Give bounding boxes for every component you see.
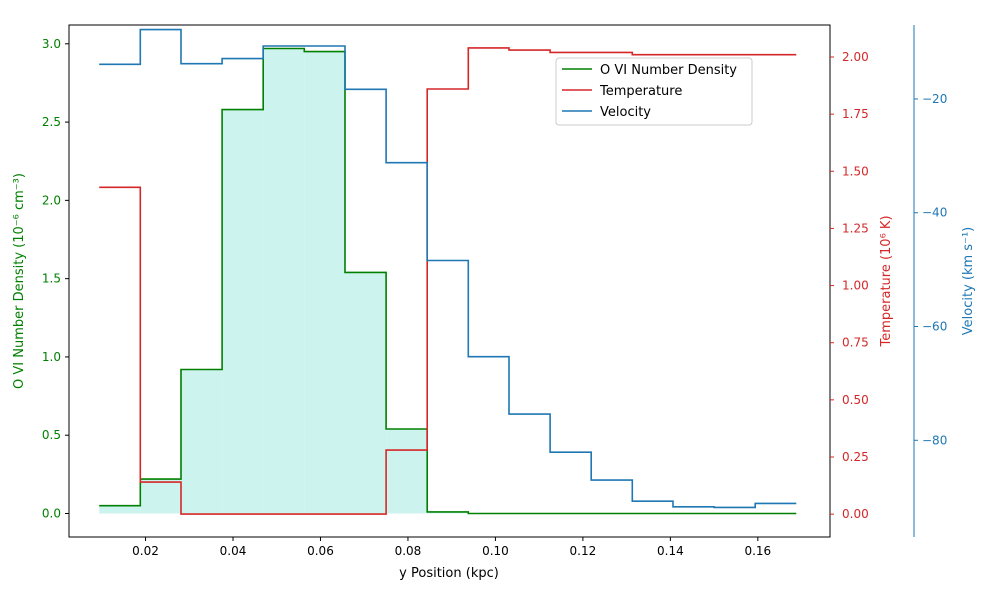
legend: O VI Number Density Temperature Velocity	[555, 57, 753, 126]
x-axis: 0.02 0.04 0.06 0.08 0.10 0.12 0.14 0.16	[132, 537, 771, 558]
far-right-tick-label: −40	[922, 206, 947, 220]
left-tick-label: 2.0	[42, 193, 61, 207]
series-lines-layer	[99, 28, 797, 515]
right-axis-label: Temperature (10⁶ K)	[879, 215, 894, 347]
left-axis-label: O VI Number Density (10⁻⁶ cm⁻³)	[12, 173, 27, 389]
right-tick-label: 1.25	[842, 221, 869, 235]
o-vi-number-density-fill-bin	[222, 109, 264, 514]
x-tick-label: 0.16	[744, 544, 771, 558]
right-tick-label: 0.00	[842, 507, 869, 521]
plot-frame	[68, 24, 831, 538]
o-vi-number-density-fill-bin	[304, 51, 345, 514]
x-tick-label: 0.12	[570, 544, 597, 558]
x-tick-label: 0.08	[395, 544, 422, 558]
x-tick-label: 0.02	[132, 544, 159, 558]
far-right-tick-label: −20	[922, 92, 947, 106]
right-tick-label: 0.75	[842, 336, 869, 350]
o-vi-number-density-fill-bin	[140, 479, 181, 514]
o-vi-number-density-fill-bin	[386, 428, 428, 514]
far-right-tick-label: −60	[922, 320, 947, 334]
x-tick-label: 0.04	[220, 544, 247, 558]
right-tick-label: 0.25	[842, 450, 869, 464]
right-tick-label: 0.50	[842, 393, 869, 407]
o-vi-number-density-line	[99, 47, 797, 515]
o-vi-number-density-fill-bin	[180, 369, 223, 514]
left-tick-label: 1.0	[42, 350, 61, 364]
right-tick-label: 1.75	[842, 107, 869, 121]
o-vi-number-density-fill-bin	[344, 272, 387, 514]
x-tick-label: 0.06	[307, 544, 334, 558]
legend-label-density: O VI Number Density	[600, 63, 737, 78]
x-tick-label: 0.10	[482, 544, 509, 558]
far-right-axis-label: Velocity (km s⁻¹)	[961, 227, 976, 335]
legend-label-temperature: Temperature	[599, 84, 682, 99]
left-tick-label: 1.5	[42, 272, 61, 286]
far-right-tick-label: −80	[922, 433, 947, 447]
temperature-line	[99, 47, 797, 515]
x-tick-label: 0.14	[657, 544, 684, 558]
density-fill-layer	[99, 48, 469, 514]
right-tick-label: 1.50	[842, 164, 869, 178]
left-y-axis: 0.0 0.5 1.0 1.5 2.0 2.5 3.0	[42, 37, 69, 521]
x-axis-label: y Position (kpc)	[399, 566, 499, 581]
legend-label-velocity: Velocity	[600, 105, 651, 120]
o-vi-number-density-fill-bin	[263, 48, 305, 514]
right-tick-label: 2.00	[842, 50, 869, 64]
right-tick-label: 1.00	[842, 279, 869, 293]
left-tick-label: 3.0	[42, 37, 61, 51]
far-right-y-axis: −20 −40 −60 −80	[913, 25, 947, 537]
velocity-line	[99, 28, 797, 509]
o-vi-number-density-fill-bin	[427, 511, 469, 514]
o-vi-number-density-fill-bin	[99, 505, 141, 514]
left-tick-label: 2.5	[42, 115, 61, 129]
right-y-axis: 0.00 0.25 0.50 0.75 1.00 1.25 1.50 1.75 2.00	[830, 50, 869, 521]
left-tick-label: 0.0	[42, 507, 61, 521]
legend-box	[555, 57, 753, 126]
left-tick-label: 0.5	[42, 428, 61, 442]
